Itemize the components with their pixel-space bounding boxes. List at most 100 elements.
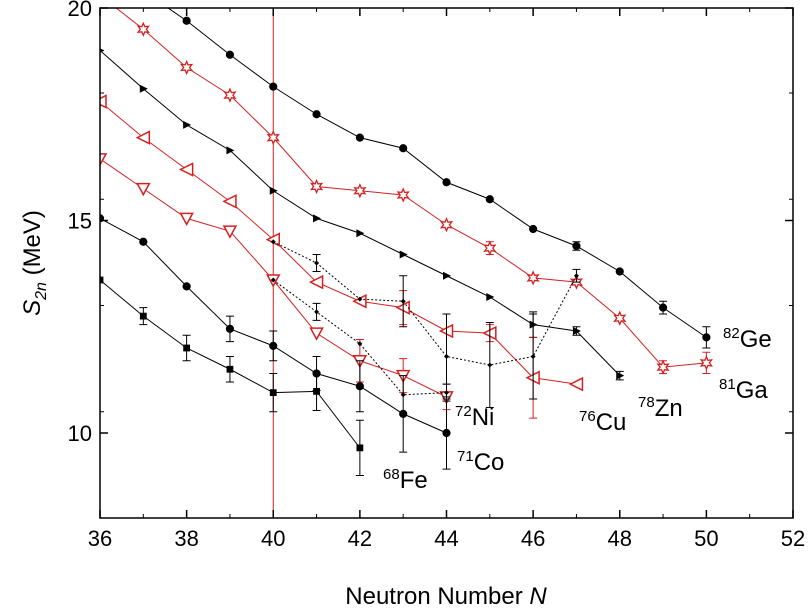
series-78zn-line bbox=[100, 50, 621, 376]
x-tick-label: 46 bbox=[521, 526, 545, 551]
marker-point bbox=[314, 309, 320, 315]
marker-point bbox=[309, 327, 324, 341]
marker-point bbox=[486, 293, 495, 301]
marker-point bbox=[178, 162, 194, 177]
marker-point bbox=[270, 277, 276, 283]
series-76cu-line bbox=[100, 101, 577, 385]
x-tick-label: 36 bbox=[88, 526, 112, 551]
series-label-co: 71Co bbox=[457, 448, 504, 476]
marker-point bbox=[573, 273, 579, 279]
y-axis-title-unit: (MeV) bbox=[19, 210, 46, 282]
series-68fe bbox=[100, 276, 364, 476]
marker-point bbox=[100, 48, 105, 53]
series-label-mass: 72 bbox=[455, 403, 472, 420]
series-label-element: Co bbox=[474, 449, 505, 476]
marker-point bbox=[183, 120, 192, 129]
series-label-element: Fe bbox=[400, 467, 428, 494]
series-dotted-7 bbox=[270, 239, 581, 408]
marker-point bbox=[400, 298, 406, 304]
y-axis-title-subscript: 2n bbox=[33, 282, 50, 301]
x-tick-label: 42 bbox=[348, 526, 372, 551]
marker-point bbox=[309, 178, 324, 195]
marker-point bbox=[442, 428, 451, 438]
marker-point bbox=[269, 82, 278, 91]
marker-point bbox=[269, 341, 278, 350]
marker-point bbox=[183, 344, 191, 352]
series-label-mass: 81 bbox=[719, 376, 736, 393]
marker-point bbox=[182, 282, 191, 291]
marker-point bbox=[399, 144, 408, 153]
x-tick-label: 50 bbox=[694, 526, 718, 551]
marker-point bbox=[613, 310, 627, 326]
y-tick-label: 10 bbox=[68, 421, 92, 446]
marker-point bbox=[313, 214, 322, 223]
series-label-zn: 78Zn bbox=[638, 394, 683, 422]
marker-point bbox=[226, 365, 234, 373]
marker-point bbox=[312, 110, 321, 119]
marker-point bbox=[136, 21, 150, 37]
series-label-mass: 82 bbox=[723, 325, 740, 342]
marker-point bbox=[225, 324, 235, 333]
marker-point bbox=[355, 382, 364, 391]
marker-point bbox=[443, 271, 451, 280]
marker-point bbox=[355, 133, 364, 142]
marker-point bbox=[180, 59, 194, 76]
series-label-ga: 81Ga bbox=[719, 376, 768, 404]
series-label-element: Ge bbox=[740, 326, 772, 353]
marker-point bbox=[529, 224, 538, 234]
y-tick-label: 15 bbox=[68, 209, 92, 234]
x-axis-title: Neutron Number N bbox=[345, 583, 547, 610]
series-label-mass: 68 bbox=[383, 466, 400, 483]
series-label-cu: 76Cu bbox=[579, 408, 626, 436]
marker-point bbox=[444, 354, 449, 359]
marker-point bbox=[139, 237, 148, 246]
x-axis-title-variable: N bbox=[529, 583, 547, 610]
series-label-mass: 76 bbox=[579, 408, 596, 425]
marker-point bbox=[400, 392, 406, 398]
marker-point bbox=[487, 362, 493, 368]
marker-point bbox=[572, 241, 581, 251]
marker-point bbox=[226, 146, 235, 155]
series-label-mass: 78 bbox=[638, 394, 655, 411]
series-label-ge: 82Ge bbox=[723, 325, 772, 353]
series-label-ni: 72Ni bbox=[455, 403, 494, 431]
marker-point bbox=[572, 327, 581, 335]
marker-point bbox=[483, 240, 497, 256]
marker-point bbox=[136, 182, 151, 197]
series-dotted-8 bbox=[270, 277, 451, 402]
marker-point bbox=[356, 229, 365, 238]
marker-point bbox=[270, 239, 276, 245]
series-label-element: Cu bbox=[596, 409, 627, 436]
series-label-mass: 71 bbox=[457, 448, 474, 465]
marker-point bbox=[442, 178, 451, 187]
marker-point bbox=[353, 183, 367, 199]
marker-point bbox=[616, 371, 625, 380]
marker-point bbox=[100, 94, 107, 109]
marker-point bbox=[530, 354, 536, 359]
x-tick-label: 44 bbox=[434, 526, 458, 551]
marker-point bbox=[266, 130, 280, 146]
marker-point bbox=[658, 303, 668, 312]
plot-data-layer bbox=[100, 8, 713, 518]
series-81ga bbox=[115, 8, 713, 375]
y-tick-label: 20 bbox=[68, 0, 92, 21]
marker-point bbox=[615, 267, 624, 276]
series-label-element: Ga bbox=[736, 377, 769, 404]
marker-point bbox=[222, 225, 238, 239]
marker-point bbox=[313, 387, 320, 395]
marker-point bbox=[139, 312, 147, 320]
marker-point bbox=[269, 389, 277, 397]
marker-point bbox=[308, 274, 324, 290]
marker-point bbox=[269, 186, 278, 195]
marker-point bbox=[314, 260, 320, 266]
series-71co bbox=[100, 214, 451, 470]
marker-point bbox=[485, 195, 494, 204]
marker-point bbox=[439, 217, 454, 233]
series-78zn bbox=[100, 48, 625, 381]
marker-point bbox=[568, 376, 584, 392]
series-76cu bbox=[100, 94, 584, 419]
marker-point bbox=[225, 50, 235, 59]
marker-point bbox=[444, 390, 449, 396]
